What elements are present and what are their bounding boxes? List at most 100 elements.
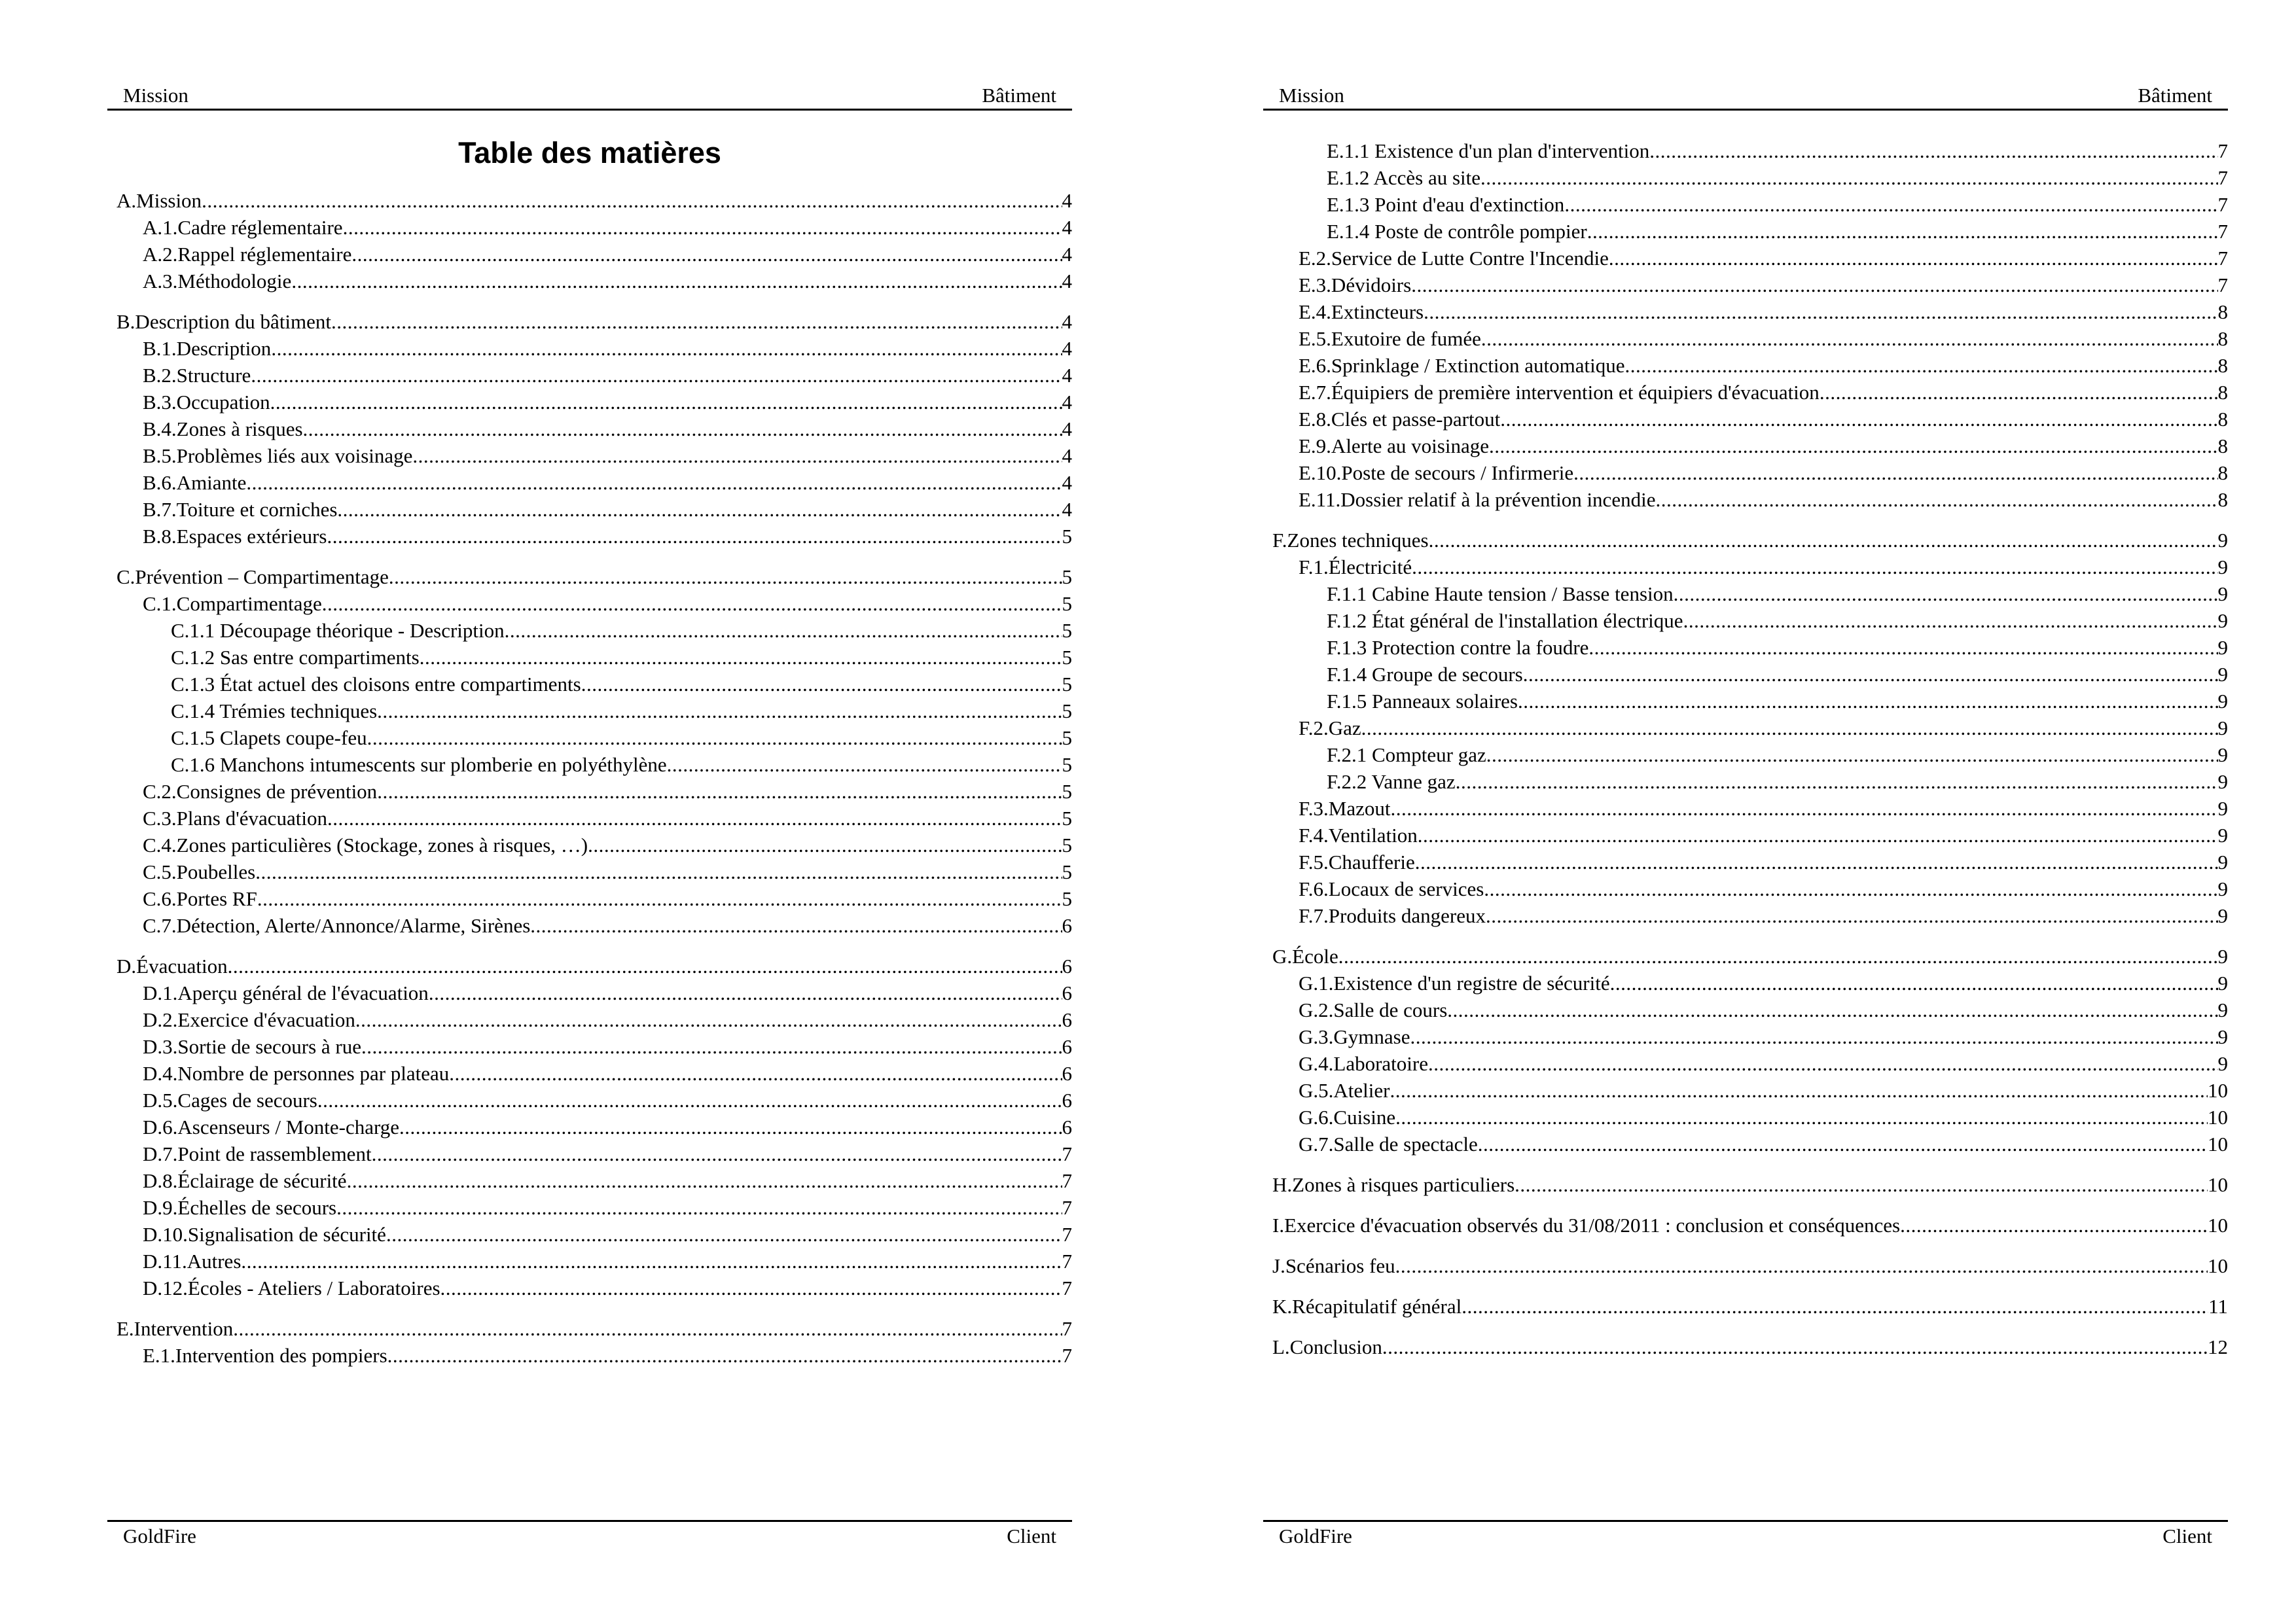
toc-entry[interactable]: E.1.4 Poste de contrôle pompier 7 xyxy=(1263,218,2228,245)
toc-entry[interactable]: G.7.Salle de spectacle 10 xyxy=(1263,1131,2228,1157)
toc-entry[interactable]: F.1.1 Cabine Haute tension / Basse tensi… xyxy=(1263,580,2228,607)
toc-entry[interactable]: F.5.Chaufferie 9 xyxy=(1263,849,2228,875)
toc-entry[interactable]: G.6.Cuisine 10 xyxy=(1263,1104,2228,1131)
toc-entry[interactable]: E.5.Exutoire de fumée 8 xyxy=(1263,325,2228,352)
toc-entry[interactable]: B.6.Amiante 4 xyxy=(107,469,1072,496)
toc-entry[interactable]: B.3.Occupation 4 xyxy=(107,389,1072,415)
toc-entry[interactable]: D.10.Signalisation de sécurité 7 xyxy=(107,1221,1072,1248)
dot-leader xyxy=(386,1221,1062,1248)
toc-entry[interactable]: C.1.6 Manchons intumescents sur plomberi… xyxy=(107,751,1072,778)
toc-entry[interactable]: I.Exercice d'évacuation observés du 31/0… xyxy=(1263,1212,2228,1239)
toc-entry[interactable]: E.Intervention 7 xyxy=(107,1315,1072,1342)
toc-entry[interactable]: F.3.Mazout 9 xyxy=(1263,795,2228,822)
toc-entry[interactable]: A.3.Méthodologie 4 xyxy=(107,268,1072,294)
dot-leader xyxy=(429,980,1062,1006)
toc-entry[interactable]: E.2.Service de Lutte Contre l'Incendie 7 xyxy=(1263,245,2228,272)
toc-entry[interactable]: F.7.Produits dangereux 9 xyxy=(1263,902,2228,929)
toc-entry[interactable]: K.Récapitulatif général 11 xyxy=(1263,1293,2228,1320)
toc-entry[interactable]: F.6.Locaux de services 9 xyxy=(1263,875,2228,902)
toc-entry[interactable]: D.11.Autres 7 xyxy=(107,1248,1072,1275)
toc-entry-page: 5 xyxy=(1062,565,1073,588)
toc-entry[interactable]: F.1.Électricité 9 xyxy=(1263,554,2228,580)
toc-entry[interactable]: B.2.Structure 4 xyxy=(107,362,1072,389)
toc-entry[interactable]: B.7.Toiture et corniches 4 xyxy=(107,496,1072,523)
toc-entry[interactable]: D.1.Aperçu général de l'évacuation 6 xyxy=(107,980,1072,1006)
toc-entry[interactable]: G.1.Existence d'un registre de sécurité 9 xyxy=(1263,970,2228,997)
toc-entry-title: E.9.Alerte au voisinage xyxy=(1299,434,1489,457)
toc-entry[interactable]: D.Évacuation 6 xyxy=(107,953,1072,980)
toc-entry[interactable]: C.2.Consignes de prévention 5 xyxy=(107,778,1072,805)
dot-leader xyxy=(233,1315,1062,1342)
toc-entry[interactable]: A.1.Cadre réglementaire 4 xyxy=(107,214,1072,241)
toc-entry[interactable]: D.4.Nombre de personnes par plateau 6 xyxy=(107,1060,1072,1087)
toc-entry[interactable]: D.6.Ascenseurs / Monte-charge 6 xyxy=(107,1114,1072,1140)
toc-entry[interactable]: H.Zones à risques particuliers 10 xyxy=(1263,1171,2228,1198)
toc-entry[interactable]: F.1.2 État général de l'installation éle… xyxy=(1263,607,2228,634)
toc-entry[interactable]: F.4.Ventilation 9 xyxy=(1263,822,2228,849)
toc-entry[interactable]: D.2.Exercice d'évacuation 6 xyxy=(107,1006,1072,1033)
toc-entry[interactable]: E.3.Dévidoirs 7 xyxy=(1263,272,2228,298)
toc-entry[interactable]: D.8.Éclairage de sécurité 7 xyxy=(107,1167,1072,1194)
toc-entry[interactable]: F.1.3 Protection contre la foudre 9 xyxy=(1263,634,2228,661)
dot-leader xyxy=(505,617,1062,644)
toc-entry[interactable]: F.2.Gaz 9 xyxy=(1263,715,2228,741)
toc-entry[interactable]: J.Scénarios feu 10 xyxy=(1263,1252,2228,1279)
toc-entry[interactable]: C.1.2 Sas entre compartiments 5 xyxy=(107,644,1072,671)
toc-entry[interactable]: E.7.Équipiers de première intervention e… xyxy=(1263,379,2228,406)
toc-entry[interactable]: E.1.1 Existence d'un plan d'intervention… xyxy=(1263,137,2228,164)
toc-entry[interactable]: G.3.Gymnase 9 xyxy=(1263,1023,2228,1050)
toc-entry[interactable]: E.10.Poste de secours / Infirmerie 8 xyxy=(1263,459,2228,486)
toc-entry[interactable]: C.Prévention – Compartimentage 5 xyxy=(107,563,1072,590)
toc-entry[interactable]: C.1.4 Trémies techniques 5 xyxy=(107,697,1072,724)
toc-entry[interactable]: G.2.Salle de cours 9 xyxy=(1263,997,2228,1023)
toc-entry[interactable]: C.3.Plans d'évacuation 5 xyxy=(107,805,1072,832)
toc-entry[interactable]: D.7.Point de rassemblement 7 xyxy=(107,1140,1072,1167)
toc-entry[interactable]: E.9.Alerte au voisinage 8 xyxy=(1263,432,2228,459)
toc-entry[interactable]: G.4.Laboratoire 9 xyxy=(1263,1050,2228,1077)
toc-entry[interactable]: B.1.Description 4 xyxy=(107,335,1072,362)
dot-leader xyxy=(303,415,1062,442)
toc-entry-title: G.École xyxy=(1272,945,1338,968)
toc-entry-title: E.11.Dossier relatif à la prévention inc… xyxy=(1299,488,1656,511)
toc-entry[interactable]: F.2.2 Vanne gaz 9 xyxy=(1263,768,2228,795)
toc-entry-title: E.1.1 Existence d'un plan d'intervention xyxy=(1327,139,1650,162)
toc-entry[interactable]: D.12.Écoles - Ateliers / Laboratoires 7 xyxy=(107,1275,1072,1301)
toc-entry[interactable]: B.8.Espaces extérieurs 5 xyxy=(107,523,1072,550)
toc-entry[interactable]: F.2.1 Compteur gaz 9 xyxy=(1263,741,2228,768)
toc-entry[interactable]: F.Zones techniques 9 xyxy=(1263,527,2228,554)
toc-entry[interactable]: C.5.Poubelles 5 xyxy=(107,858,1072,885)
toc-entry-page: 4 xyxy=(1062,498,1073,521)
toc-entry[interactable]: F.1.5 Panneaux solaires 9 xyxy=(1263,688,2228,715)
toc-entry[interactable]: D.9.Échelles de secours 7 xyxy=(107,1194,1072,1221)
toc-entry[interactable]: D.5.Cages de secours 6 xyxy=(107,1087,1072,1114)
toc-entry[interactable]: D.3.Sortie de secours à rue 6 xyxy=(107,1033,1072,1060)
toc-entry[interactable]: C.1.3 État actuel des cloisons entre com… xyxy=(107,671,1072,697)
toc-entry[interactable]: B.Description du bâtiment 4 xyxy=(107,308,1072,335)
toc-entry[interactable]: E.4.Extincteurs 8 xyxy=(1263,298,2228,325)
toc-entry[interactable]: C.7.Détection, Alerte/Annonce/Alarme, Si… xyxy=(107,912,1072,939)
toc-entry[interactable]: E.1.2 Accès au site 7 xyxy=(1263,164,2228,191)
toc-entry[interactable]: C.1.1 Découpage théorique - Description 5 xyxy=(107,617,1072,644)
toc-entry[interactable]: E.1.Intervention des pompiers 7 xyxy=(107,1342,1072,1369)
toc-entry-title: F.1.3 Protection contre la foudre xyxy=(1327,636,1589,659)
toc-entry[interactable]: C.1.5 Clapets coupe-feu 5 xyxy=(107,724,1072,751)
toc-entry[interactable]: E.8.Clés et passe-partout 8 xyxy=(1263,406,2228,432)
toc-entry[interactable]: E.6.Sprinklage / Extinction automatique 8 xyxy=(1263,352,2228,379)
toc-entry[interactable]: C.4.Zones particulières (Stockage, zones… xyxy=(107,832,1072,858)
toc-entry-page: 7 xyxy=(1062,1250,1073,1273)
toc-entry[interactable]: G.5.Atelier 10 xyxy=(1263,1077,2228,1104)
header-left: Mission xyxy=(1279,84,1344,107)
toc-entry[interactable]: C.1.Compartimentage 5 xyxy=(107,590,1072,617)
toc-entry[interactable]: B.4.Zones à risques 4 xyxy=(107,415,1072,442)
toc-entry[interactable]: A.Mission 4 xyxy=(107,187,1072,214)
toc-entry-title: D.Évacuation xyxy=(117,955,228,978)
toc-entry[interactable]: C.6.Portes RF 5 xyxy=(107,885,1072,912)
toc-entry-title: C.1.4 Trémies techniques xyxy=(171,699,378,722)
toc-entry[interactable]: B.5.Problèmes liés aux voisinage 4 xyxy=(107,442,1072,469)
toc-entry[interactable]: E.1.3 Point d'eau d'extinction 7 xyxy=(1263,191,2228,218)
toc-entry[interactable]: G.École 9 xyxy=(1263,943,2228,970)
toc-entry[interactable]: L.Conclusion 12 xyxy=(1263,1333,2228,1360)
toc-entry[interactable]: E.11.Dossier relatif à la prévention inc… xyxy=(1263,486,2228,513)
toc-entry[interactable]: F.1.4 Groupe de secours 9 xyxy=(1263,661,2228,688)
toc-entry[interactable]: A.2.Rappel réglementaire 4 xyxy=(107,241,1072,268)
